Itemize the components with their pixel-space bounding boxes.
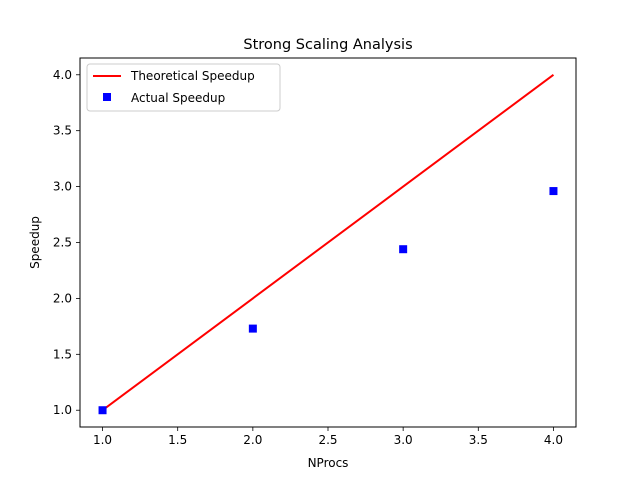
actual-speedup-point — [549, 187, 558, 196]
y-tick-label: 2.0 — [53, 291, 72, 305]
y-axis-title: Speedup — [28, 216, 42, 269]
actual-speedup-point — [399, 245, 408, 254]
y-tick-label: 1.5 — [53, 347, 72, 361]
x-tick-label: 3.5 — [469, 433, 488, 447]
x-tick-label: 2.0 — [243, 433, 262, 447]
x-tick-label: 3.0 — [394, 433, 413, 447]
x-tick-label: 1.0 — [93, 433, 112, 447]
y-tick-label: 3.0 — [53, 180, 72, 194]
legend-box — [86, 63, 281, 112]
actual-speedup-point — [248, 324, 257, 333]
y-tick-label: 2.5 — [53, 236, 72, 250]
chart-title: Strong Scaling Analysis — [243, 37, 412, 53]
x-tick-label: 1.5 — [168, 433, 187, 447]
legend: Theoretical Speedup Actual Speedup — [86, 63, 281, 112]
y-tick-label: 4.0 — [53, 68, 72, 82]
theoretical-speedup-line — [101, 73, 555, 412]
x-axis-title: NProcs — [308, 456, 349, 470]
plot-area — [98, 73, 558, 415]
legend-actual-label: Actual Speedup — [131, 91, 225, 105]
legend-theoretical-label: Theoretical Speedup — [130, 69, 255, 83]
actual-speedup-point — [98, 406, 107, 415]
x-tick-label: 2.5 — [318, 433, 337, 447]
y-tick-label: 1.0 — [53, 403, 72, 417]
legend-actual-swatch — [103, 93, 111, 101]
y-tick-label: 3.5 — [53, 124, 72, 138]
x-tick-label: 4.0 — [544, 433, 563, 447]
